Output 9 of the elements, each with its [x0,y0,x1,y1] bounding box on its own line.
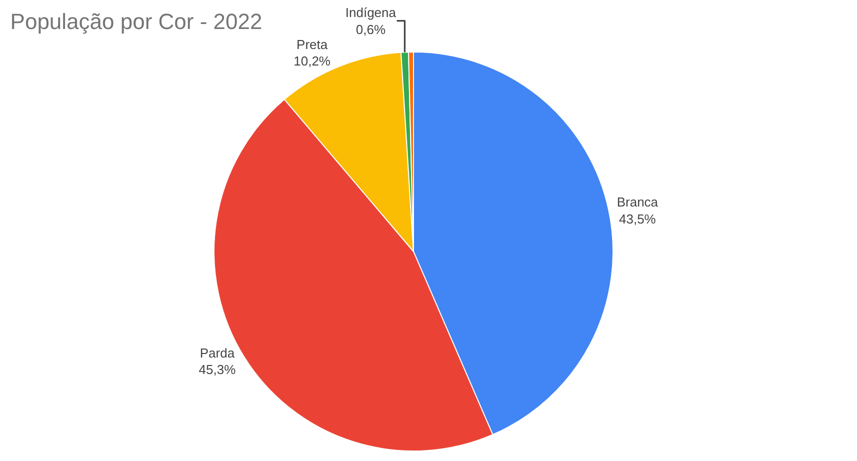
slice-label: Parda [200,345,236,360]
data-label: 10,2% [294,54,331,69]
data-label: 43,5% [618,211,656,226]
slice-label: Preta [296,36,328,52]
slice-label: Indígena [345,4,397,20]
data-label: 45,3% [198,362,236,378]
data-label: 0,6% [356,22,386,37]
slice-label: Branca [616,194,659,210]
chart-title: População por Cor - 2022 [10,9,262,34]
